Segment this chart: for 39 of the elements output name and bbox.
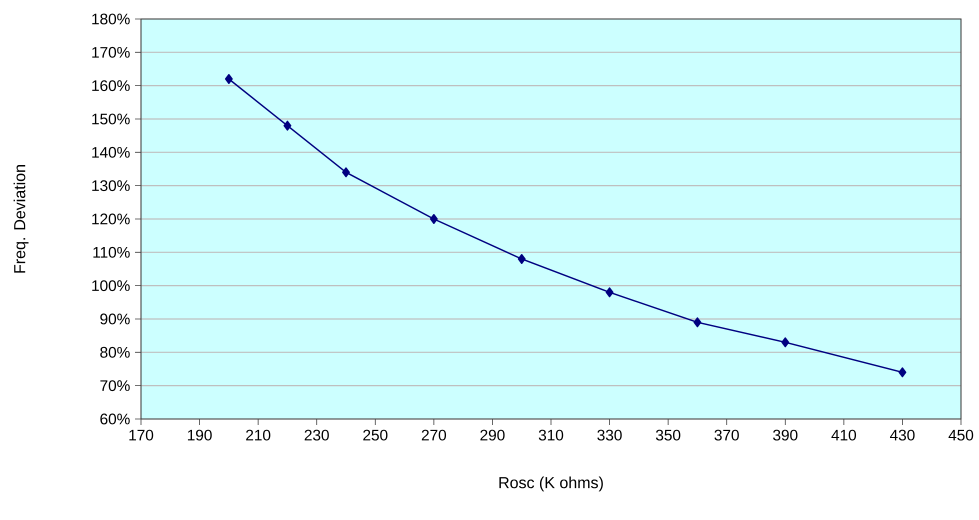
- y-tick-label: 90%: [100, 314, 130, 324]
- x-tick-label: 450: [948, 430, 974, 441]
- point: [283, 120, 292, 131]
- y-tick-label: 130%: [92, 180, 130, 192]
- x-tick-label: 310: [538, 430, 564, 441]
- y-tick-label: 70%: [100, 380, 130, 392]
- x-tick-label: 370: [714, 430, 739, 441]
- y-tick-label: 170%: [92, 46, 130, 58]
- y-tick-label: 100%: [92, 280, 130, 292]
- y-tick-label: 180%: [92, 14, 130, 24]
- x-tick-label: 170: [129, 430, 154, 441]
- x-tick-label: 270: [422, 430, 446, 441]
- x-tick-label: 330: [597, 430, 622, 441]
- x-tick-label: 210: [246, 430, 270, 441]
- point: [430, 214, 438, 224]
- x-tick-label: 430: [890, 430, 915, 441]
- x-tick-label: 390: [773, 430, 798, 441]
- y-axis-title: Freq. Deviation: [14, 165, 28, 273]
- point: [224, 74, 233, 84]
- x-axis-title: Rosc (K ohms): [499, 476, 603, 492]
- y-tick-label: 160%: [92, 80, 130, 92]
- y-tick-label: 60%: [100, 414, 130, 424]
- x-tick-label: 290: [480, 430, 505, 441]
- y-tick-label: 150%: [92, 114, 130, 124]
- x-tick-label: 350: [656, 430, 680, 441]
- point: [342, 167, 350, 178]
- point: [693, 317, 702, 328]
- x-tick-label: 250: [363, 430, 388, 441]
- point: [518, 254, 526, 264]
- y-tick-label: 140%: [92, 146, 130, 158]
- point: [781, 337, 790, 348]
- y-tick-label: 120%: [92, 214, 130, 224]
- point: [606, 287, 614, 298]
- y-tick-label: 110%: [93, 246, 130, 258]
- x-tick-label: 410: [831, 430, 856, 441]
- y-tick-label: 80%: [100, 346, 130, 358]
- x-tick-label: 230: [304, 430, 329, 441]
- x-tick-label: 190: [188, 430, 212, 441]
- point: [898, 367, 906, 378]
